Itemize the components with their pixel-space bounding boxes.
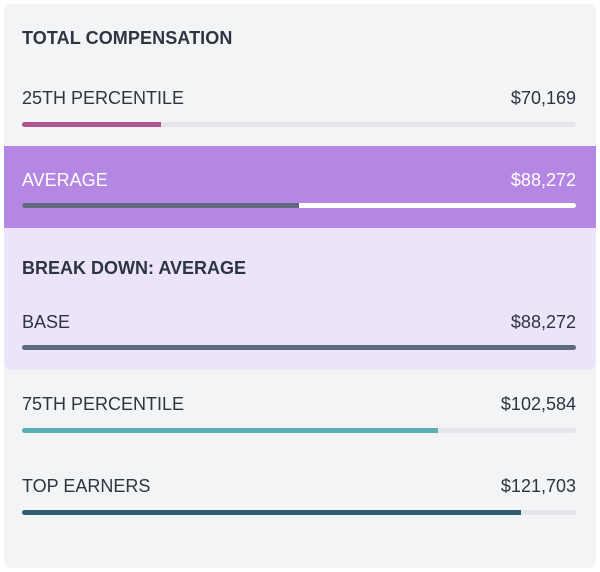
card-title: TOTAL COMPENSATION xyxy=(22,28,233,48)
row-average[interactable]: AVERAGE $88,272 xyxy=(4,146,596,228)
row-value: $88,272 xyxy=(510,170,576,190)
row-label: 25TH PERCENTILE xyxy=(22,88,185,108)
row-75th-percentile[interactable]: 75TH PERCENTILE $102,584 xyxy=(4,382,596,442)
breakdown-panel: BREAK DOWN: AVERAGE BASE $88,272 xyxy=(4,228,596,370)
row-top-earners[interactable]: TOP EARNERS $121,703 xyxy=(4,464,596,524)
progress-fill xyxy=(22,510,521,515)
row-label: 75TH PERCENTILE xyxy=(22,394,185,414)
row-value: $121,703 xyxy=(500,476,576,496)
breakdown-title: BREAK DOWN: AVERAGE xyxy=(22,258,246,278)
progress-track xyxy=(22,122,576,127)
progress-track xyxy=(22,203,576,208)
total-compensation-card: TOTAL COMPENSATION 25TH PERCENTILE $70,1… xyxy=(4,4,596,568)
row-value: $70,169 xyxy=(510,88,576,108)
progress-track xyxy=(22,428,576,433)
row-label: AVERAGE xyxy=(22,170,108,190)
row-label: TOP EARNERS xyxy=(22,476,151,496)
progress-fill xyxy=(22,122,161,127)
breakdown-item-label: BASE xyxy=(22,312,71,332)
progress-track xyxy=(22,510,576,515)
row-value: $102,584 xyxy=(500,394,576,414)
progress-fill xyxy=(22,203,299,208)
progress-fill xyxy=(22,428,438,433)
progress-track xyxy=(22,345,576,350)
progress-fill xyxy=(22,345,576,350)
row-25th-percentile[interactable]: 25TH PERCENTILE $70,169 xyxy=(4,74,596,134)
breakdown-item-value: $88,272 xyxy=(510,312,576,332)
